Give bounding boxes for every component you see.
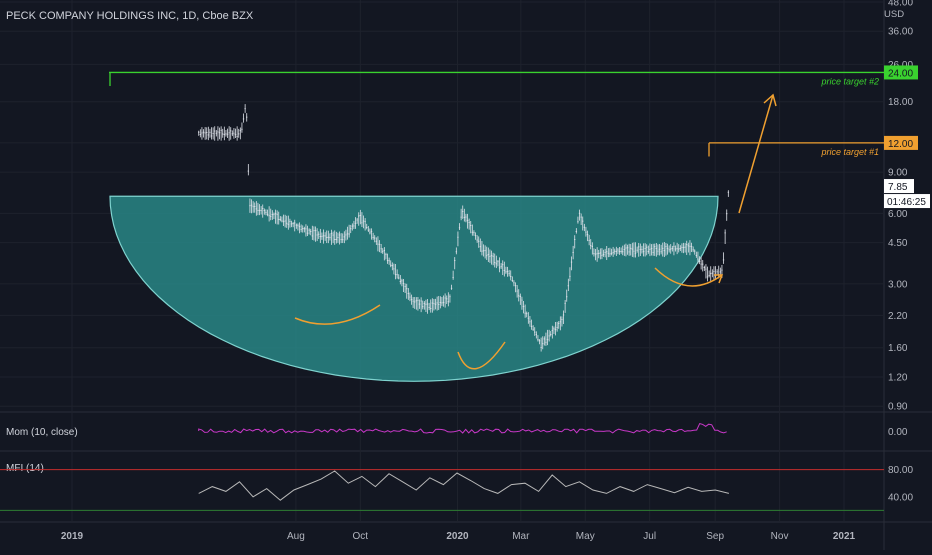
- target-arrow-head: [763, 93, 777, 107]
- y-tick-label: 9.00: [888, 168, 908, 179]
- countdown-label: 01:46:25: [887, 197, 926, 208]
- y-tick-label: 18.00: [888, 97, 913, 108]
- cup-fill: [109, 195, 719, 382]
- target-arrow-line: [738, 94, 774, 214]
- target-lines: price target #2 price target #1: [109, 71, 884, 157]
- target-2-price-label: 24.00: [888, 68, 913, 79]
- annotation-curve-smile-3: [654, 267, 723, 287]
- y-tick-label: 6.00: [888, 209, 908, 220]
- y-tick-label: 36.00: [888, 27, 913, 38]
- chart-title: PECK COMPANY HOLDINGS INC, 1D, Cboe BZX: [6, 10, 254, 22]
- annotation-curve-smile-2: [457, 341, 506, 370]
- target-2-price-tag: [884, 65, 918, 80]
- target-1-price-label: 12.00: [888, 139, 913, 150]
- x-tick-label: Mar: [512, 531, 530, 542]
- x-tick-label: 2019: [61, 531, 84, 542]
- y-tick-label: 1.20: [888, 372, 908, 383]
- last-price-label: 7.85: [888, 182, 908, 193]
- x-tick-label: May: [576, 531, 595, 542]
- x-tick-label: 2020: [446, 531, 469, 542]
- y-tick-label: 4.50: [888, 238, 908, 249]
- target-1-price-tag: [884, 135, 918, 150]
- currency-label: USD: [884, 9, 904, 20]
- mfi-tick: 40.00: [888, 492, 913, 503]
- momentum-label: Mom (10, close): [6, 427, 78, 438]
- mfi-line: [198, 470, 730, 501]
- momentum-tick: 0.00: [888, 427, 908, 438]
- mfi-tick: 80.00: [888, 465, 913, 476]
- last-price-tag: [884, 179, 914, 194]
- target-label-1: price target #1: [820, 147, 879, 157]
- target-label-2: price target #2: [820, 76, 879, 86]
- momentum-line: [198, 423, 727, 434]
- y-tick-label: 3.00: [888, 279, 908, 290]
- mfi-label: MFI (14): [6, 463, 44, 474]
- x-tick-label: Jul: [643, 531, 656, 542]
- x-tick-label: Sep: [706, 531, 724, 542]
- price-candles: [198, 104, 730, 352]
- annotation-arrows: [294, 93, 777, 370]
- x-tick-label: Nov: [771, 531, 789, 542]
- annotation-curve-smile-1: [294, 304, 381, 325]
- x-tick-label: 2021: [833, 531, 856, 542]
- countdown-tag: [884, 194, 930, 209]
- cup-shape: [109, 195, 719, 382]
- y-tick-label: 26.00: [888, 60, 913, 71]
- smile-arrow-head: [714, 274, 724, 284]
- x-tick-label: Oct: [353, 531, 369, 542]
- y-tick-label: 2.20: [888, 311, 908, 322]
- y-tick-label: 1.60: [888, 343, 908, 354]
- y-tick-label: 0.90: [888, 402, 908, 413]
- y-tick-label: 48.00: [888, 0, 913, 9]
- indicator-panes: Mom (10, close) 0.00 MFI (14) 80.00 40.00: [0, 423, 913, 511]
- x-tick-label: Aug: [287, 531, 305, 542]
- axes: 2019 Aug Oct 2020 Mar May Jul Sep Nov 2021 48.00 36…: [61, 0, 930, 542]
